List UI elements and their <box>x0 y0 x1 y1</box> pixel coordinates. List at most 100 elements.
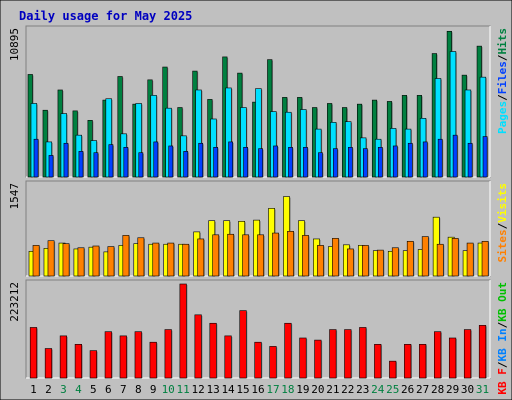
bar-kb-f <box>29 327 38 379</box>
day-label: 17 <box>266 383 279 396</box>
bar-files <box>482 136 488 178</box>
bar-files <box>273 145 278 178</box>
day-label: 27 <box>416 383 429 396</box>
bar-files <box>108 144 114 178</box>
bar-files <box>168 145 174 178</box>
bar-sites <box>436 243 444 277</box>
legend-entry: Sites <box>496 229 509 262</box>
day-label: 7 <box>120 383 127 396</box>
bar-kb-f <box>448 337 457 379</box>
day-label: 13 <box>206 383 219 396</box>
panel-legend: Sites/Visits <box>496 183 509 263</box>
bar-files <box>33 138 39 178</box>
bar-kb-f <box>59 335 68 379</box>
bar-hits <box>371 99 378 178</box>
day-label: 5 <box>90 383 97 396</box>
bar-files <box>422 141 428 178</box>
bar-kb-f <box>89 350 97 379</box>
day-label: 19 <box>296 383 309 396</box>
bar-kb-f <box>359 327 367 379</box>
bar-files <box>362 148 368 178</box>
bar-kb-f <box>314 339 322 379</box>
bar-sites <box>421 236 429 277</box>
day-label: 11 <box>177 383 190 396</box>
day-axis-labels: 1 2 3 4 5 6 7 8 9 10 11 12 13 14 15 16 17 18 19 20 21 22 23 24 2… <box>30 383 489 396</box>
legend-entry: KB In <box>496 328 509 361</box>
bar-sites <box>197 238 205 277</box>
bar-kb-f <box>434 331 442 379</box>
bar-sites <box>391 247 399 277</box>
day-label: 15 <box>236 383 249 396</box>
panel-legend: Pages/Files/Hits <box>496 28 509 134</box>
legend-separator: / <box>496 361 509 368</box>
bar-sites <box>272 232 279 277</box>
bar-sites <box>257 234 264 277</box>
day-label: 3 <box>60 383 67 396</box>
bar-kb-f <box>254 341 262 379</box>
bar-kb-f <box>463 329 472 379</box>
bar-sites <box>332 238 339 277</box>
day-label: 20 <box>311 383 324 396</box>
chart-title: Daily usage for May 2025 <box>19 9 192 23</box>
day-label: 14 <box>221 383 235 396</box>
day-label: 2 <box>45 383 52 396</box>
legend-entry: KB Out <box>496 282 509 322</box>
bar-kb-f <box>344 329 352 379</box>
legend-entry: Hits <box>496 28 509 55</box>
day-label: 22 <box>341 383 354 396</box>
bar-sites <box>182 243 190 277</box>
legend-separator: / <box>496 222 509 229</box>
bar-sites <box>481 240 489 277</box>
bar-files <box>407 142 413 178</box>
bar-files <box>392 145 398 178</box>
bar-kb-f <box>194 314 202 379</box>
day-label: 24 <box>371 383 385 396</box>
bar-kb-f <box>269 346 277 379</box>
bar-sites <box>406 240 414 277</box>
bar-files <box>198 142 204 178</box>
bar-sites <box>287 230 294 277</box>
bar-files <box>243 147 248 178</box>
bar-kb-f <box>104 331 112 379</box>
bar-kb-f <box>44 348 53 379</box>
day-label: 25 <box>386 383 399 396</box>
bar-kb-f <box>179 283 187 379</box>
bar-sites <box>317 245 324 277</box>
y-max-label: 223212 <box>8 282 21 322</box>
bar-files <box>467 142 473 178</box>
bar-files <box>183 151 189 178</box>
day-label: 8 <box>135 383 142 396</box>
bar-sites <box>47 240 55 277</box>
day-label: 26 <box>401 383 414 396</box>
legend-separator: / <box>496 321 509 328</box>
day-label: 21 <box>326 383 339 396</box>
y-max-label: 10895 <box>8 28 21 61</box>
panel-legend: KB F/KB In/KB Out <box>496 282 509 395</box>
bar-sites <box>32 245 40 277</box>
bar-kb-f <box>119 335 127 379</box>
bar-hits <box>117 76 123 178</box>
bar-sites <box>227 233 235 277</box>
bar-sites <box>77 247 85 277</box>
bar-files <box>288 147 293 178</box>
legend-entry: Files <box>496 61 509 94</box>
bar-kb-f <box>374 344 382 379</box>
legend-separator: / <box>496 94 509 101</box>
panel-visits-sites: 1547 Sites/Visits <box>8 180 509 277</box>
bar-files <box>78 151 84 178</box>
bar-sites <box>167 242 175 277</box>
day-label: 4 <box>75 383 82 396</box>
bar-files <box>93 152 99 178</box>
day-label: 23 <box>356 383 369 396</box>
bar-kb-f <box>419 344 427 379</box>
bar-files <box>48 155 54 178</box>
bar-sites <box>302 235 309 277</box>
bar-files <box>333 148 338 178</box>
bar-kb-f <box>299 337 307 379</box>
day-label: 29 <box>446 383 459 396</box>
bar-files <box>153 141 159 178</box>
bar-files <box>138 152 144 178</box>
bar-files <box>303 147 308 178</box>
